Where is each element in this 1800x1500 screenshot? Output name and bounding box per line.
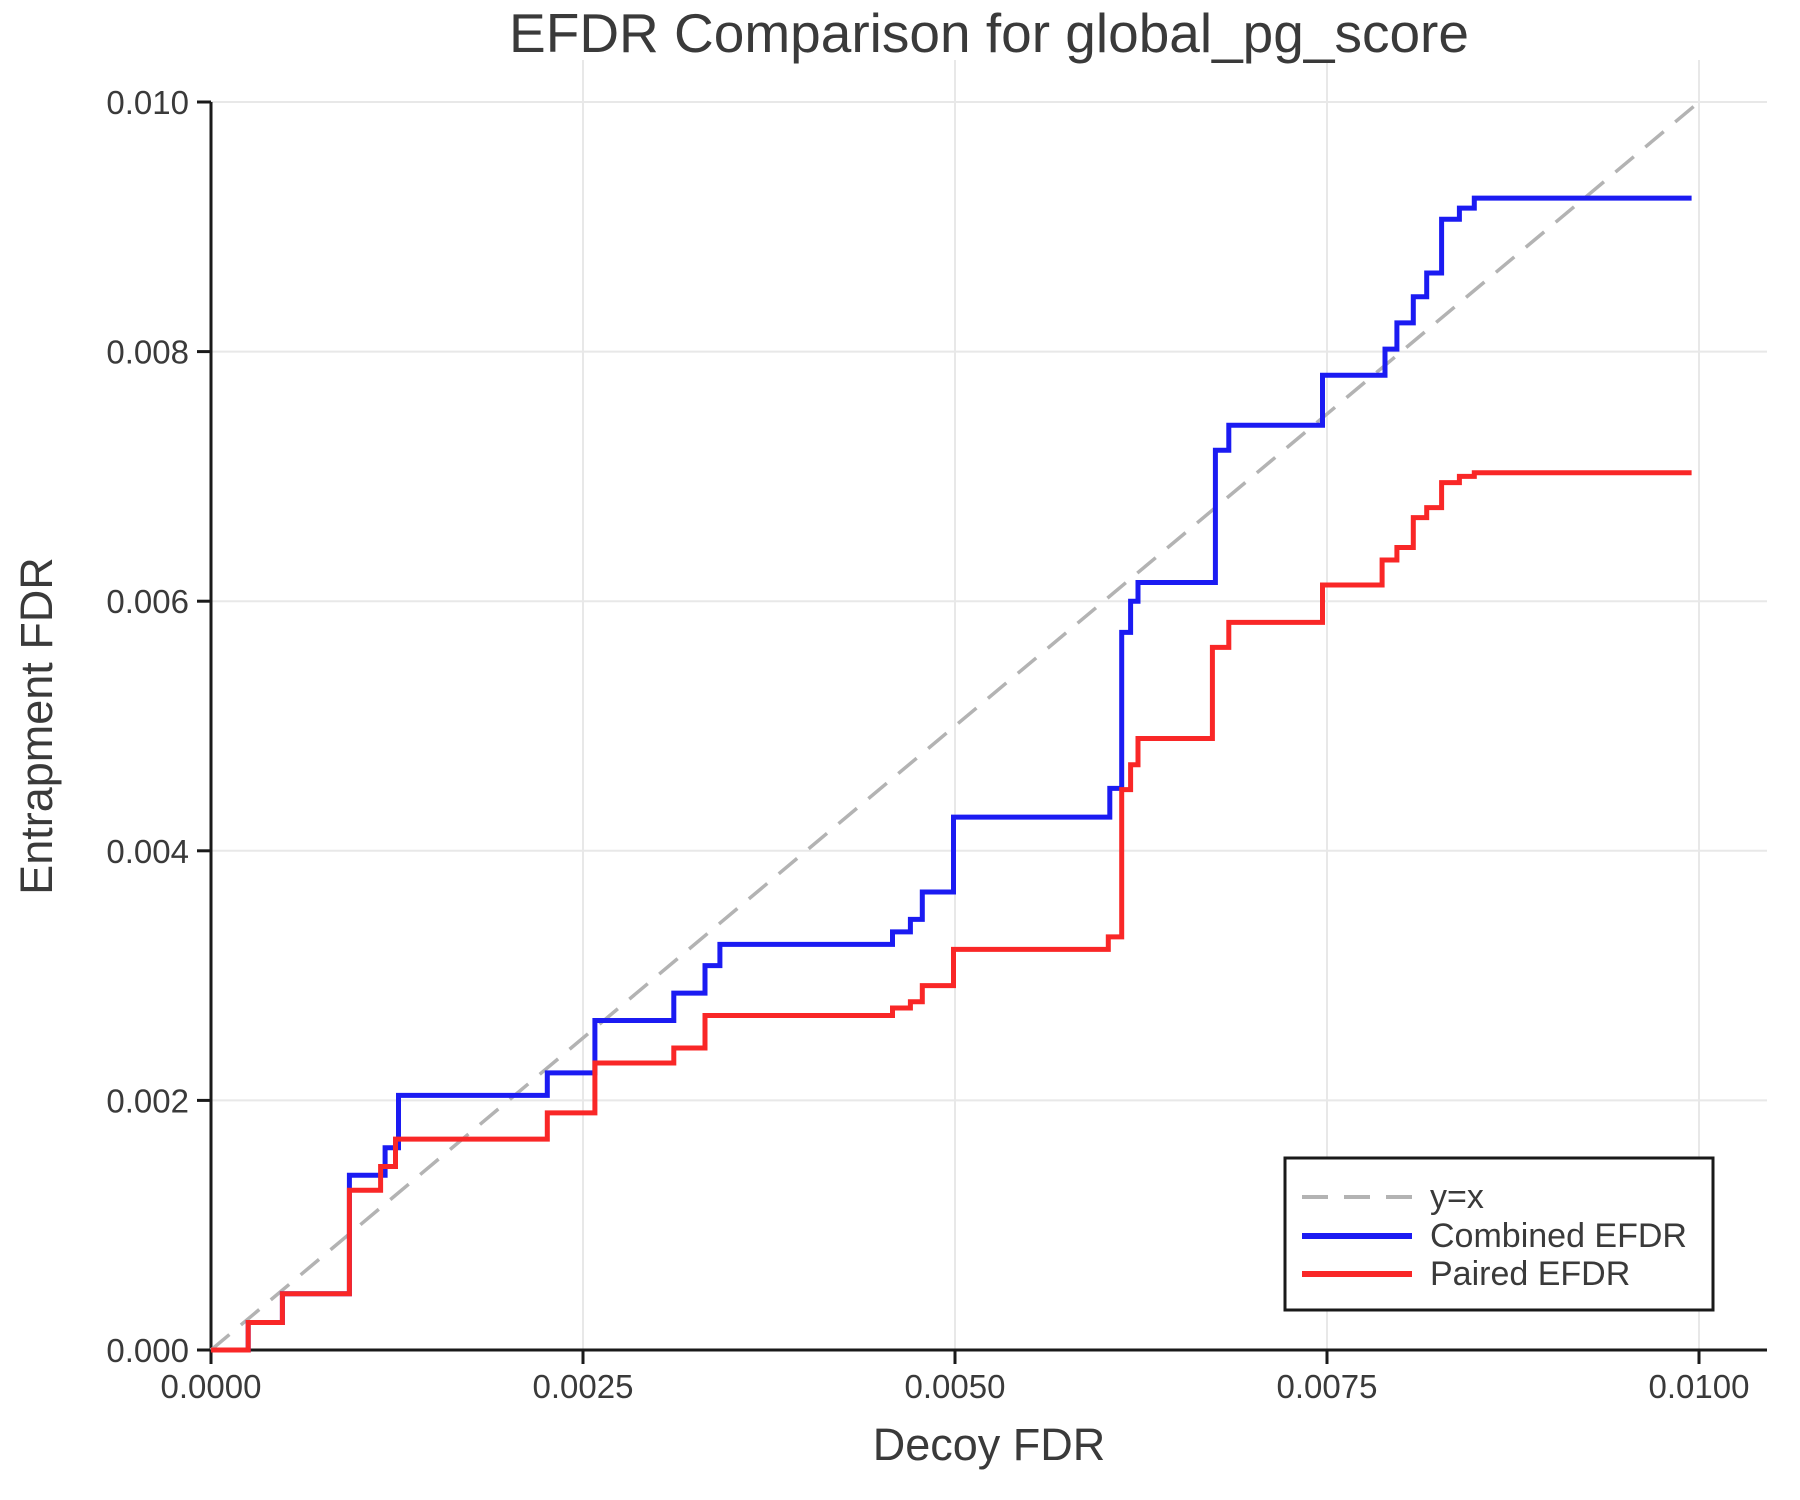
x-tick-label: 0.0000 (161, 1368, 262, 1405)
y-tick-label: 0.008 (106, 334, 189, 371)
legend-label-paired: Paired EFDR (1430, 1255, 1630, 1293)
gridlines (211, 60, 1767, 1350)
x-tick-label: 0.0050 (905, 1368, 1006, 1405)
y-tick-label: 0.002 (106, 1082, 189, 1119)
x-tick-label: 0.0075 (1277, 1368, 1378, 1405)
y-tick-label: 0.004 (106, 833, 189, 870)
x-tick-label: 0.0100 (1649, 1368, 1750, 1405)
tick-labels: 0.0000 0.0025 0.0050 0.0075 0.0100 0.000 0.002… (106, 84, 1749, 1405)
y-tick-label: 0.006 (106, 583, 189, 620)
x-axis-label: Decoy FDR (873, 1419, 1106, 1470)
chart-title: EFDR Comparison for global_pg_score (509, 2, 1469, 64)
paired-efdr-line (211, 470, 1692, 1353)
y-equals-x-line (209, 100, 1701, 1352)
y-tick-label: 0.000 (106, 1332, 189, 1369)
legend-label-reference: y=x (1430, 1178, 1484, 1216)
legend-label-combined: Combined EFDR (1430, 1217, 1687, 1255)
combined-efdr-line (211, 195, 1692, 1353)
y-axis-label: Entrapment FDR (11, 557, 62, 895)
legend: y=x Combined EFDR Paired EFDR (1283, 1156, 1715, 1312)
x-tick-label: 0.0025 (533, 1368, 634, 1405)
axis-ticks (197, 100, 1701, 1364)
y-tick-label: 0.010 (106, 84, 189, 121)
